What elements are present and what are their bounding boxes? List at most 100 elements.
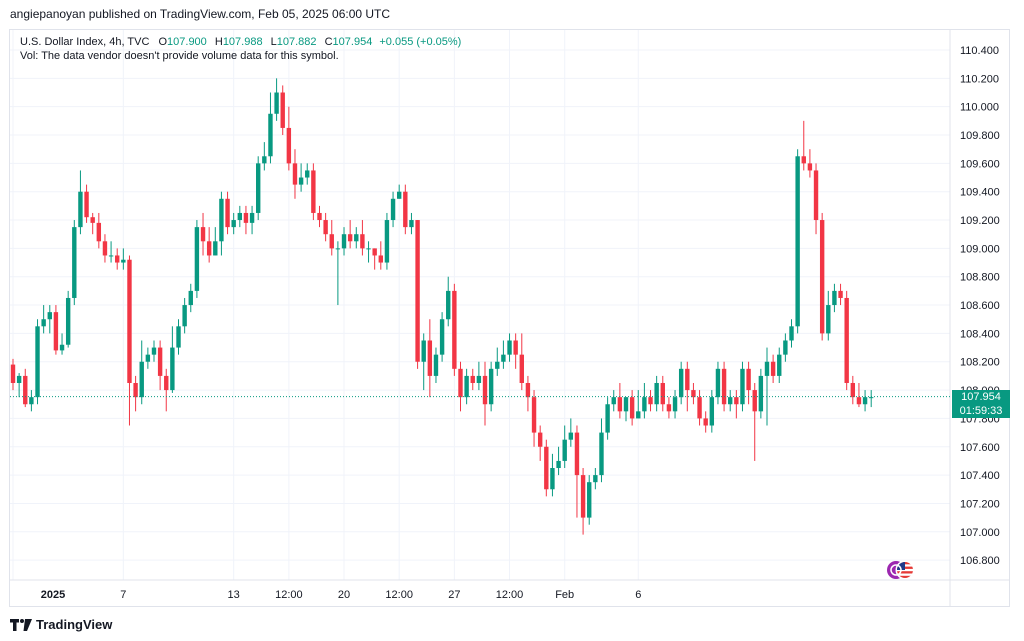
candle-body xyxy=(617,397,623,412)
candle xyxy=(629,390,635,426)
price-tick-label: 107.400 xyxy=(960,470,1000,482)
candle xyxy=(323,212,328,242)
candle-body xyxy=(446,290,451,320)
candle-body xyxy=(188,290,193,306)
candle xyxy=(347,220,353,249)
candle xyxy=(623,397,629,422)
candle xyxy=(372,248,377,270)
footer-brand: TradingView xyxy=(10,617,112,632)
candle-body xyxy=(856,397,862,405)
candle-body xyxy=(194,227,200,291)
candle-body xyxy=(108,255,114,257)
candle-body xyxy=(415,220,420,362)
candle-body xyxy=(685,368,690,391)
candle-body xyxy=(495,361,500,369)
candle-body xyxy=(329,234,334,249)
candle-body xyxy=(764,361,770,376)
candle xyxy=(678,361,684,405)
candle-body xyxy=(378,255,383,263)
candle xyxy=(213,227,218,256)
candle xyxy=(311,163,316,221)
candle-body xyxy=(801,156,806,164)
time-tick-label: Feb xyxy=(555,589,574,601)
candle xyxy=(685,361,690,412)
price-tick-label: 107.600 xyxy=(960,442,1000,454)
candle xyxy=(734,390,739,419)
candle-body xyxy=(562,439,567,461)
candle-body xyxy=(721,368,727,405)
candle xyxy=(832,283,837,313)
candle-body xyxy=(164,375,169,391)
legend-high: 107.988 xyxy=(222,36,263,48)
candle xyxy=(268,92,273,164)
candle-body xyxy=(133,382,138,398)
price-tick-label: 109.200 xyxy=(960,215,1000,227)
candle xyxy=(108,241,114,263)
publish-header: angiepanoyan published on TradingView.co… xyxy=(10,7,391,21)
candle xyxy=(354,227,359,249)
time-tick-label: 12:00 xyxy=(496,589,524,601)
candle xyxy=(856,382,862,408)
candle xyxy=(568,418,574,447)
candle-body xyxy=(654,382,659,405)
candle xyxy=(728,390,733,412)
candle xyxy=(813,163,819,235)
candle xyxy=(390,191,396,228)
grid-lines xyxy=(10,30,1010,607)
candle xyxy=(53,305,59,355)
candle xyxy=(660,375,665,412)
candle-body xyxy=(372,248,377,256)
candle xyxy=(850,375,856,405)
candle-body xyxy=(390,198,396,221)
candle xyxy=(770,354,776,383)
candle-body xyxy=(47,312,52,320)
us-flag-icon[interactable] xyxy=(886,559,916,581)
candle xyxy=(666,397,672,419)
candle xyxy=(544,439,549,497)
legend-c-label: C xyxy=(324,36,333,48)
candle-body xyxy=(752,390,757,412)
price-tick-label: 109.800 xyxy=(960,130,1000,142)
candle-body xyxy=(507,340,512,355)
time-tick-label: 27 xyxy=(448,589,460,601)
candle-body xyxy=(832,290,837,306)
candle-body xyxy=(513,340,518,355)
legend-symbol: U.S. Dollar Index, 4h, TVC xyxy=(20,36,150,48)
candle xyxy=(121,248,126,270)
candle xyxy=(446,276,451,327)
candle-body xyxy=(335,248,341,250)
candle-body xyxy=(29,397,34,405)
candle xyxy=(139,340,144,405)
candle-body xyxy=(317,212,322,221)
time-tick-label: 13 xyxy=(228,589,240,601)
price-tick-label: 108.800 xyxy=(960,272,1000,284)
candle-body xyxy=(734,397,739,405)
candle-body xyxy=(53,312,59,351)
candle xyxy=(826,290,831,341)
time-axis: 2025 7 13 12:00 20 12:00 27 12:00 Feb 6 xyxy=(41,589,642,601)
candle xyxy=(703,411,708,433)
candle xyxy=(519,333,524,391)
candle-body xyxy=(470,375,475,383)
candle xyxy=(605,397,610,440)
candle xyxy=(746,361,751,405)
candle xyxy=(501,340,506,369)
candle-body xyxy=(813,170,819,221)
candle xyxy=(329,220,334,256)
candle xyxy=(133,375,138,412)
candle xyxy=(176,319,181,355)
last-price-value: 107.954 xyxy=(952,390,1010,404)
candle-body xyxy=(139,361,144,398)
candle xyxy=(16,373,22,398)
candle-body xyxy=(715,368,721,398)
candle xyxy=(305,163,310,185)
candle-body xyxy=(409,220,414,228)
candle-body xyxy=(770,361,776,376)
candle-body xyxy=(678,368,684,398)
candle-body xyxy=(96,222,102,242)
candle xyxy=(636,390,641,419)
chart-frame xyxy=(9,29,1010,607)
candle xyxy=(90,212,95,235)
candle xyxy=(642,382,647,419)
